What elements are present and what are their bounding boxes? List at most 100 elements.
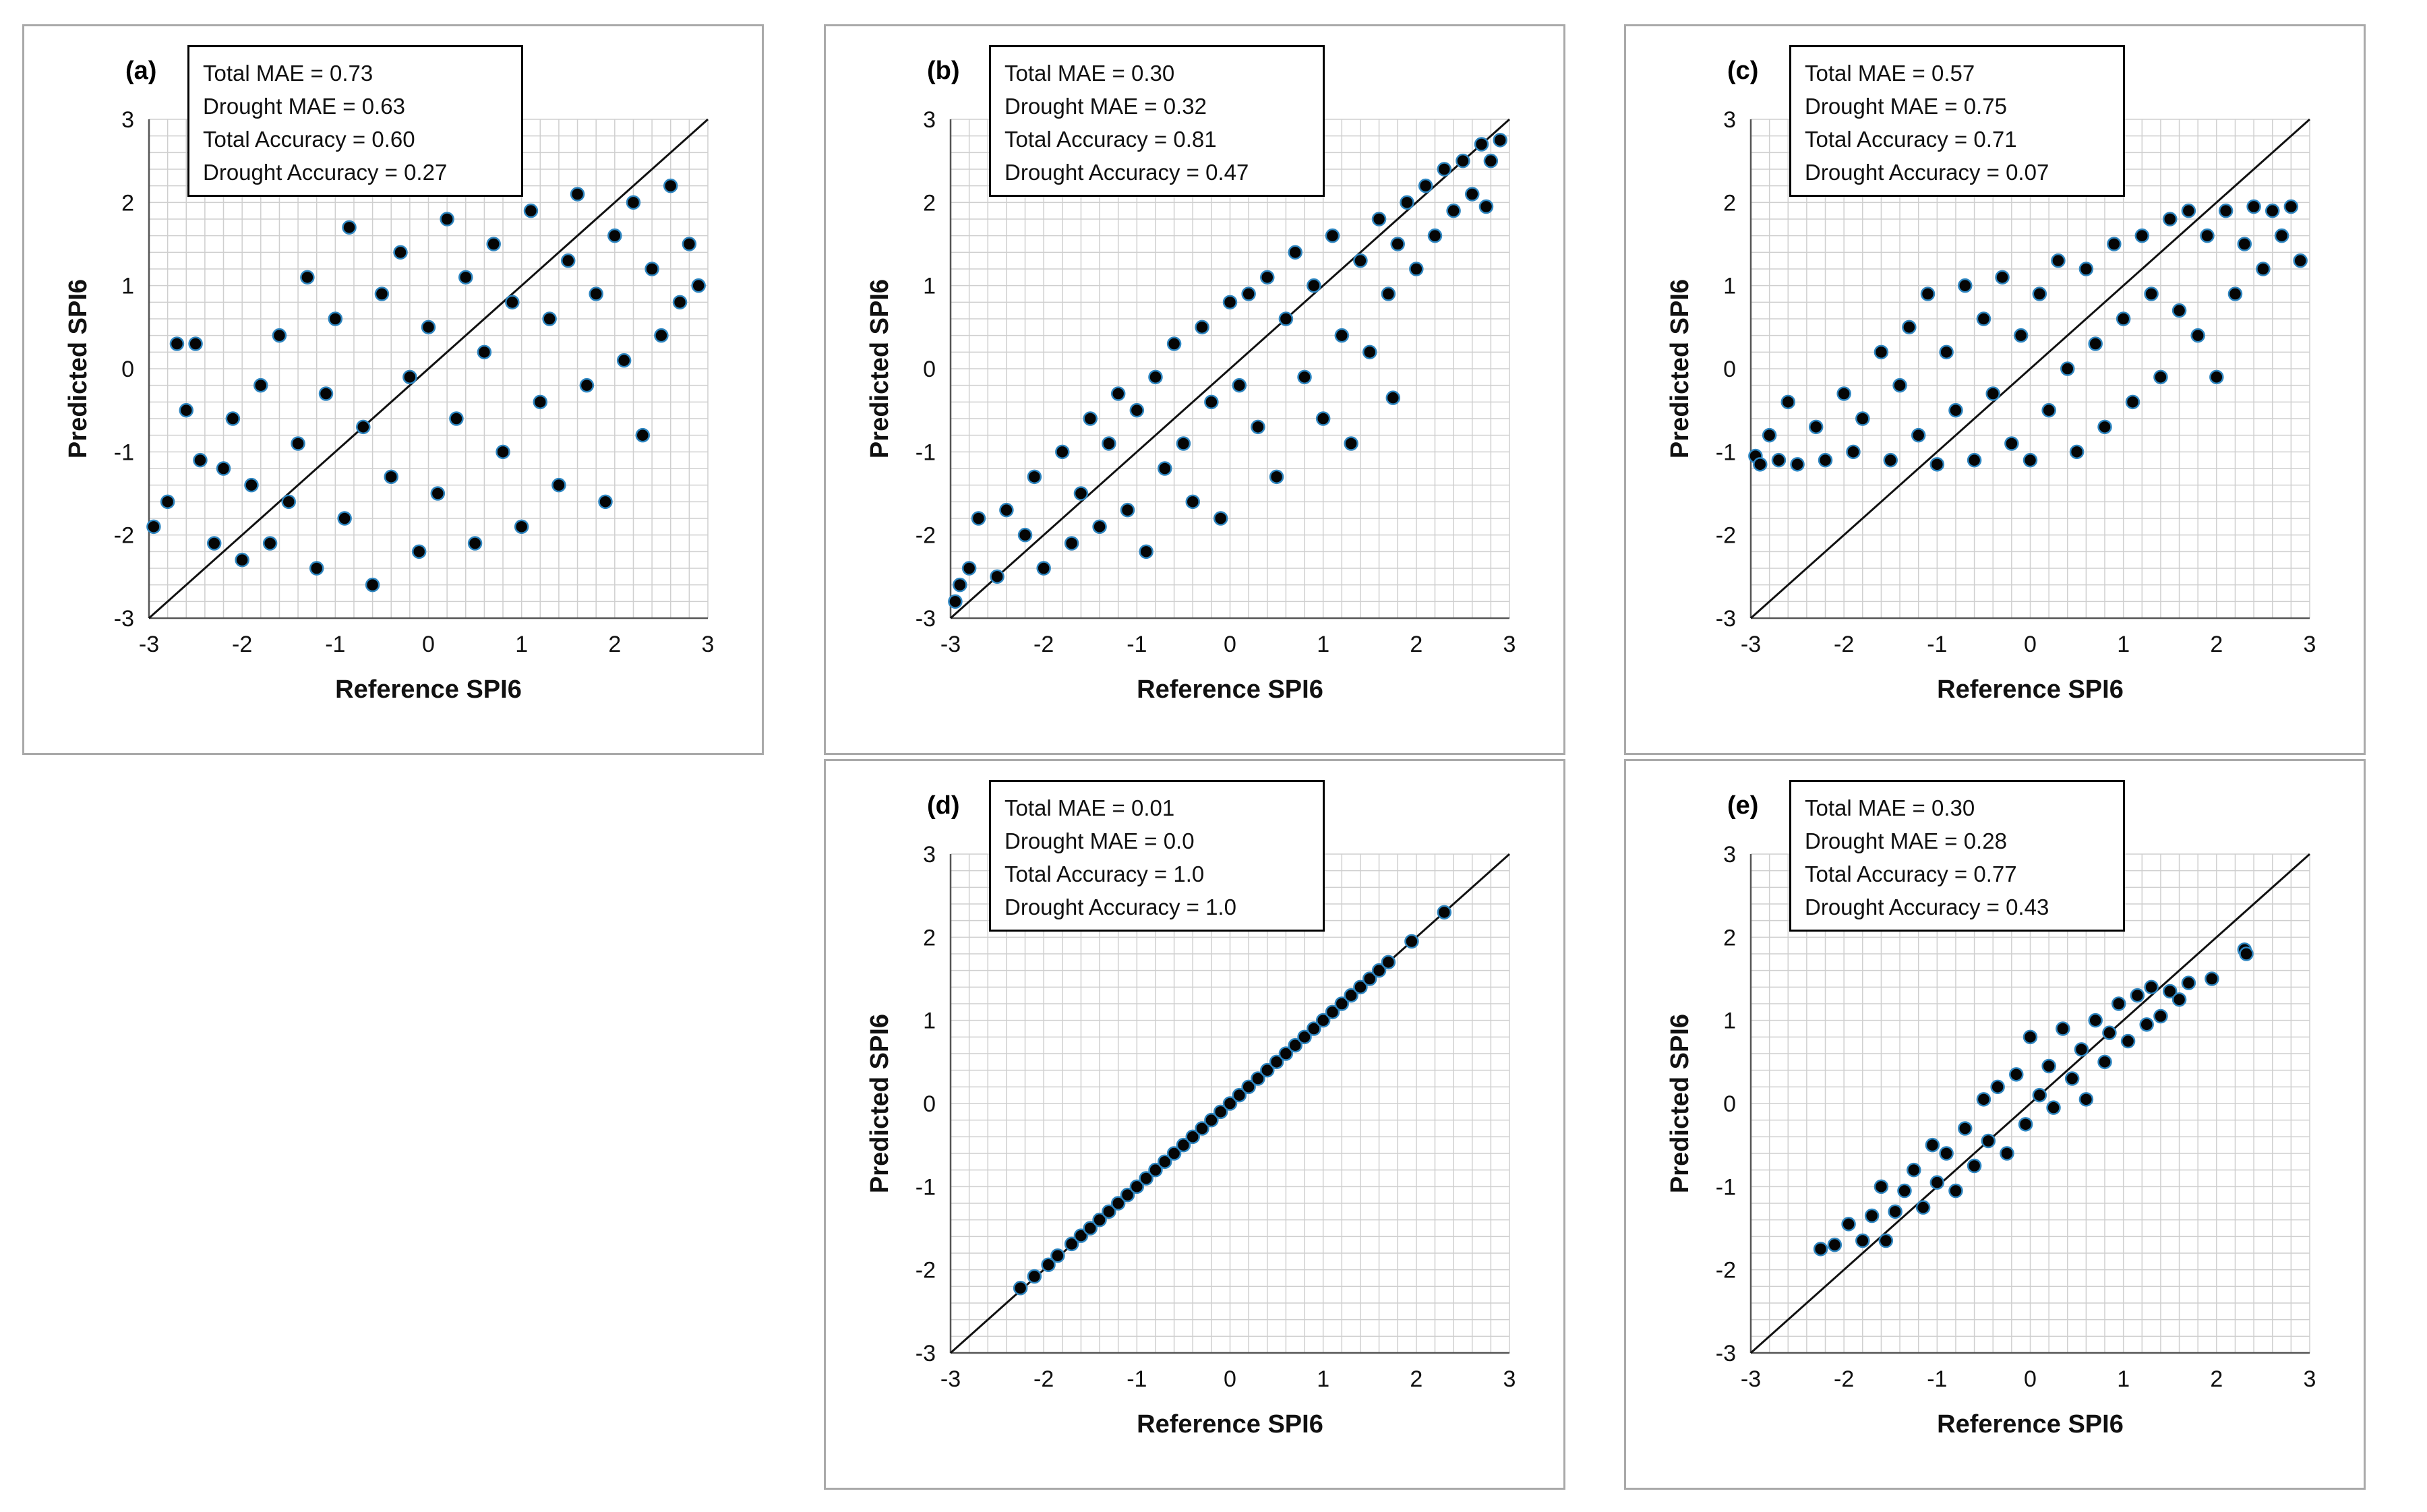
x-tick-label: 0 xyxy=(2024,1366,2037,1392)
data-point xyxy=(1027,469,1042,485)
x-axis-title: Reference SPI6 xyxy=(1937,675,2124,704)
data-point xyxy=(1325,1004,1340,1020)
data-point xyxy=(1915,1200,1931,1215)
data-point xyxy=(1474,137,1489,152)
data-point xyxy=(635,427,651,443)
y-tick-label: 1 xyxy=(121,274,134,299)
y-tick-label: 0 xyxy=(923,1091,936,1117)
panel-c: -3 -2 -1 0 1 2 3 -3 -2 -1 0 1 2 3 Reference SPI6 Predic… xyxy=(1624,24,2366,755)
data-point xyxy=(1948,402,1963,418)
stats-box: Total MAE = 0.73 Drought MAE = 0.63 Tota… xyxy=(187,45,523,197)
data-point xyxy=(1427,228,1443,243)
data-point xyxy=(2144,286,2159,301)
data-point xyxy=(496,444,510,460)
data-point xyxy=(272,328,287,343)
data-point xyxy=(1390,237,1405,251)
scatter-plot-e: -3 -2 -1 0 1 2 3 -3 -2 -1 0 1 2 3 Reference SPI6 Predic… xyxy=(1666,842,2316,1439)
data-point xyxy=(1232,1087,1247,1103)
data-point xyxy=(1855,411,1870,426)
data-point xyxy=(2046,1100,2061,1115)
y-tick-label: -2 xyxy=(1716,1258,1736,1283)
data-point xyxy=(146,519,161,535)
data-point xyxy=(2064,1071,2080,1086)
data-point xyxy=(1055,444,1070,460)
data-point xyxy=(1041,1257,1056,1273)
data-point xyxy=(206,536,222,551)
data-point xyxy=(1911,427,1926,443)
y-tick-label: 1 xyxy=(1723,1008,1736,1034)
data-point xyxy=(1050,1248,1065,1263)
x-tick-label: -1 xyxy=(1127,1366,1147,1392)
data-point xyxy=(421,320,436,335)
data-point xyxy=(216,461,231,476)
data-point xyxy=(1269,469,1284,485)
total-accuracy: Total Accuracy = 1.0 xyxy=(1005,861,1205,886)
data-point xyxy=(2134,228,2150,243)
data-point xyxy=(1976,311,1991,326)
x-tick-label: -3 xyxy=(139,632,159,657)
data-point xyxy=(2060,361,2075,376)
data-point xyxy=(990,569,1005,584)
data-point xyxy=(160,494,175,510)
data-point xyxy=(682,237,697,251)
data-point xyxy=(1813,1242,1828,1257)
drought-mae: Drought MAE = 0.28 xyxy=(1805,828,2007,853)
data-point xyxy=(1269,1054,1284,1070)
data-point xyxy=(281,494,296,510)
x-tick-label: -3 xyxy=(1741,1366,1761,1392)
data-point xyxy=(2205,971,2219,986)
scatter-plot-c: -3 -2 -1 0 1 2 3 -3 -2 -1 0 1 2 3 Reference SPI6 Predic… xyxy=(1666,107,2316,704)
data-point xyxy=(533,394,548,410)
x-tick-label: 1 xyxy=(2117,1366,2130,1392)
data-point xyxy=(1204,1112,1219,1128)
data-point xyxy=(1990,1079,2005,1095)
data-point xyxy=(1166,1146,1182,1161)
data-point xyxy=(1110,386,1126,401)
stats-box: Total MAE = 0.30 Drought MAE = 0.28 Tota… xyxy=(1789,780,2125,932)
data-point xyxy=(2125,394,2140,410)
data-point xyxy=(1967,452,1982,468)
data-point xyxy=(691,278,706,293)
data-point xyxy=(551,477,566,493)
data-point xyxy=(1864,1208,1880,1223)
data-point xyxy=(2078,262,2094,276)
scatter-plot-d: -3 -2 -1 0 1 2 3 -3 -2 -1 0 1 2 3 Reference SPI6 Predic… xyxy=(866,842,1516,1439)
data-point xyxy=(1446,203,1461,218)
data-point xyxy=(1148,1162,1163,1178)
drought-mae: Drought MAE = 0.75 xyxy=(1805,94,2007,119)
data-point xyxy=(1344,436,1358,451)
data-point xyxy=(1064,536,1079,551)
data-point xyxy=(1841,1217,1856,1232)
data-point xyxy=(1939,1146,1954,1161)
data-point xyxy=(1976,1092,1991,1107)
total-accuracy: Total Accuracy = 0.60 xyxy=(203,127,415,152)
data-point xyxy=(1083,411,1098,426)
drought-accuracy: Drought Accuracy = 1.0 xyxy=(1005,895,1236,919)
total-accuracy: Total Accuracy = 0.81 xyxy=(1005,127,1217,152)
data-point xyxy=(1929,457,1945,472)
y-tick-label: -2 xyxy=(916,523,936,549)
data-point xyxy=(402,369,417,385)
data-point xyxy=(561,253,576,268)
data-point xyxy=(505,295,520,310)
data-point xyxy=(2102,1025,2117,1040)
data-point xyxy=(1195,1121,1209,1136)
data-point xyxy=(440,212,454,226)
y-tick-label: 0 xyxy=(923,357,936,382)
panel-b: -3 -2 -1 0 1 2 3 -3 -2 -1 0 1 2 3 Reference SPI6 Predic… xyxy=(824,24,1565,755)
x-tick-label: 2 xyxy=(1410,632,1422,657)
data-point xyxy=(948,594,963,609)
x-tick-label: 1 xyxy=(515,632,528,657)
data-point xyxy=(1288,245,1302,260)
data-point xyxy=(1334,328,1350,343)
y-tick-label: 2 xyxy=(923,925,936,950)
data-point xyxy=(1073,486,1089,501)
panel-label: (e) xyxy=(1727,791,1759,820)
data-point xyxy=(430,486,446,501)
data-point xyxy=(2274,228,2289,243)
data-point xyxy=(2265,203,2280,218)
y-tick-label: 0 xyxy=(1723,357,1736,382)
data-point xyxy=(1409,262,1424,276)
y-tick-label: 2 xyxy=(121,190,134,216)
y-tick-label: 3 xyxy=(923,842,936,868)
